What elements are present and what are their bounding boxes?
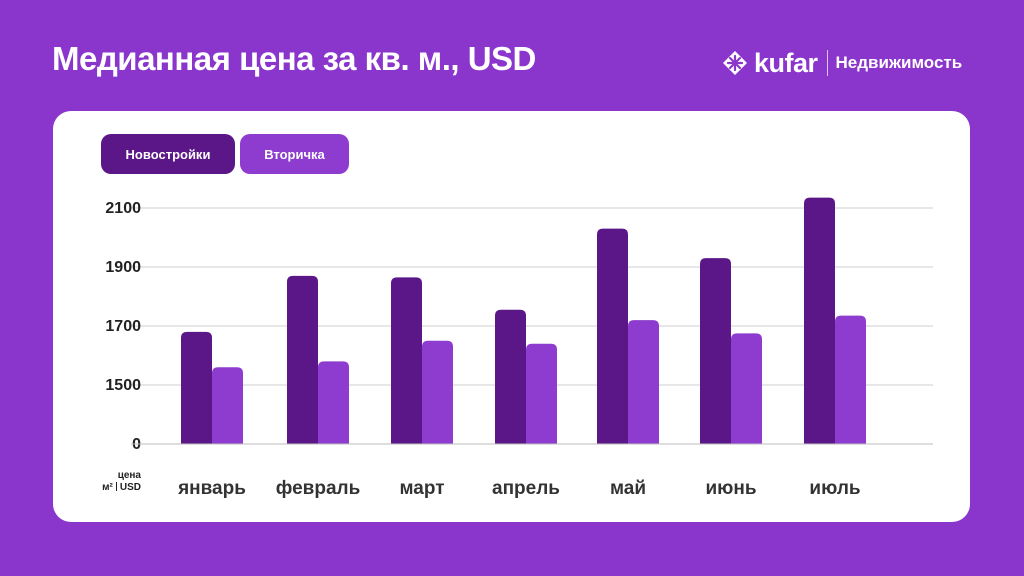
bar-new-buildings (597, 228, 628, 444)
x-tick-label: январь (177, 478, 246, 499)
bar-new-buildings (287, 275, 318, 444)
brand-section: Недвижимость (835, 53, 963, 72)
y-tick-label: 0 (132, 436, 141, 453)
bar-secondary (422, 340, 453, 444)
x-tick-label: апрель (492, 478, 560, 499)
bar-secondary (212, 367, 243, 444)
bar-secondary (731, 333, 762, 444)
bar-new-buildings (181, 331, 212, 444)
y-tick-label: 1900 (105, 259, 141, 276)
chart-card: Новостройки Вторичка 0 1500 1700 1900 2100 ян… (53, 111, 970, 522)
y-axis-unit-label: цена м² USD (87, 470, 141, 494)
bar-chart: 0 1500 1700 1900 2100 январь февраль март апрель… (105, 197, 933, 499)
bar-secondary (526, 343, 557, 444)
x-tick-label: май (610, 478, 646, 499)
brand: kufar Недвижимость (722, 46, 962, 80)
chart-title: Медианная цена за кв. м., USD (52, 40, 536, 77)
bar-new-buildings (804, 197, 835, 444)
kufar-logo-icon (723, 51, 747, 75)
bar-new-buildings (495, 309, 526, 444)
x-tick-label: март (399, 478, 444, 499)
y-axis-unit-line1: цена (117, 470, 141, 481)
y-axis-unit-line2: м² USD (87, 482, 141, 494)
legend-secondary[interactable]: Вторичка (240, 134, 349, 174)
bar-new-buildings (700, 258, 731, 444)
bar-new-buildings (391, 277, 422, 444)
x-tick-label: июль (809, 478, 860, 499)
brand-divider (826, 50, 828, 76)
bar-secondary (318, 361, 349, 444)
bar-secondary (628, 320, 659, 444)
brand-name: kufar (754, 47, 818, 78)
y-tick-label: 2100 (105, 200, 141, 217)
y-axis-unit-currency: USD (119, 482, 141, 493)
y-tick-label: 1500 (105, 377, 141, 394)
y-tick-label: 1700 (105, 318, 141, 335)
legend-new-buildings[interactable]: Новостройки (101, 134, 235, 174)
x-tick-label: февраль (276, 478, 361, 499)
y-axis-unit-divider (115, 482, 117, 491)
bar-secondary (835, 315, 866, 444)
x-tick-label: июнь (705, 478, 756, 499)
chart-legend: Новостройки Вторичка (101, 134, 354, 174)
y-axis-unit-area: м² (102, 482, 113, 493)
